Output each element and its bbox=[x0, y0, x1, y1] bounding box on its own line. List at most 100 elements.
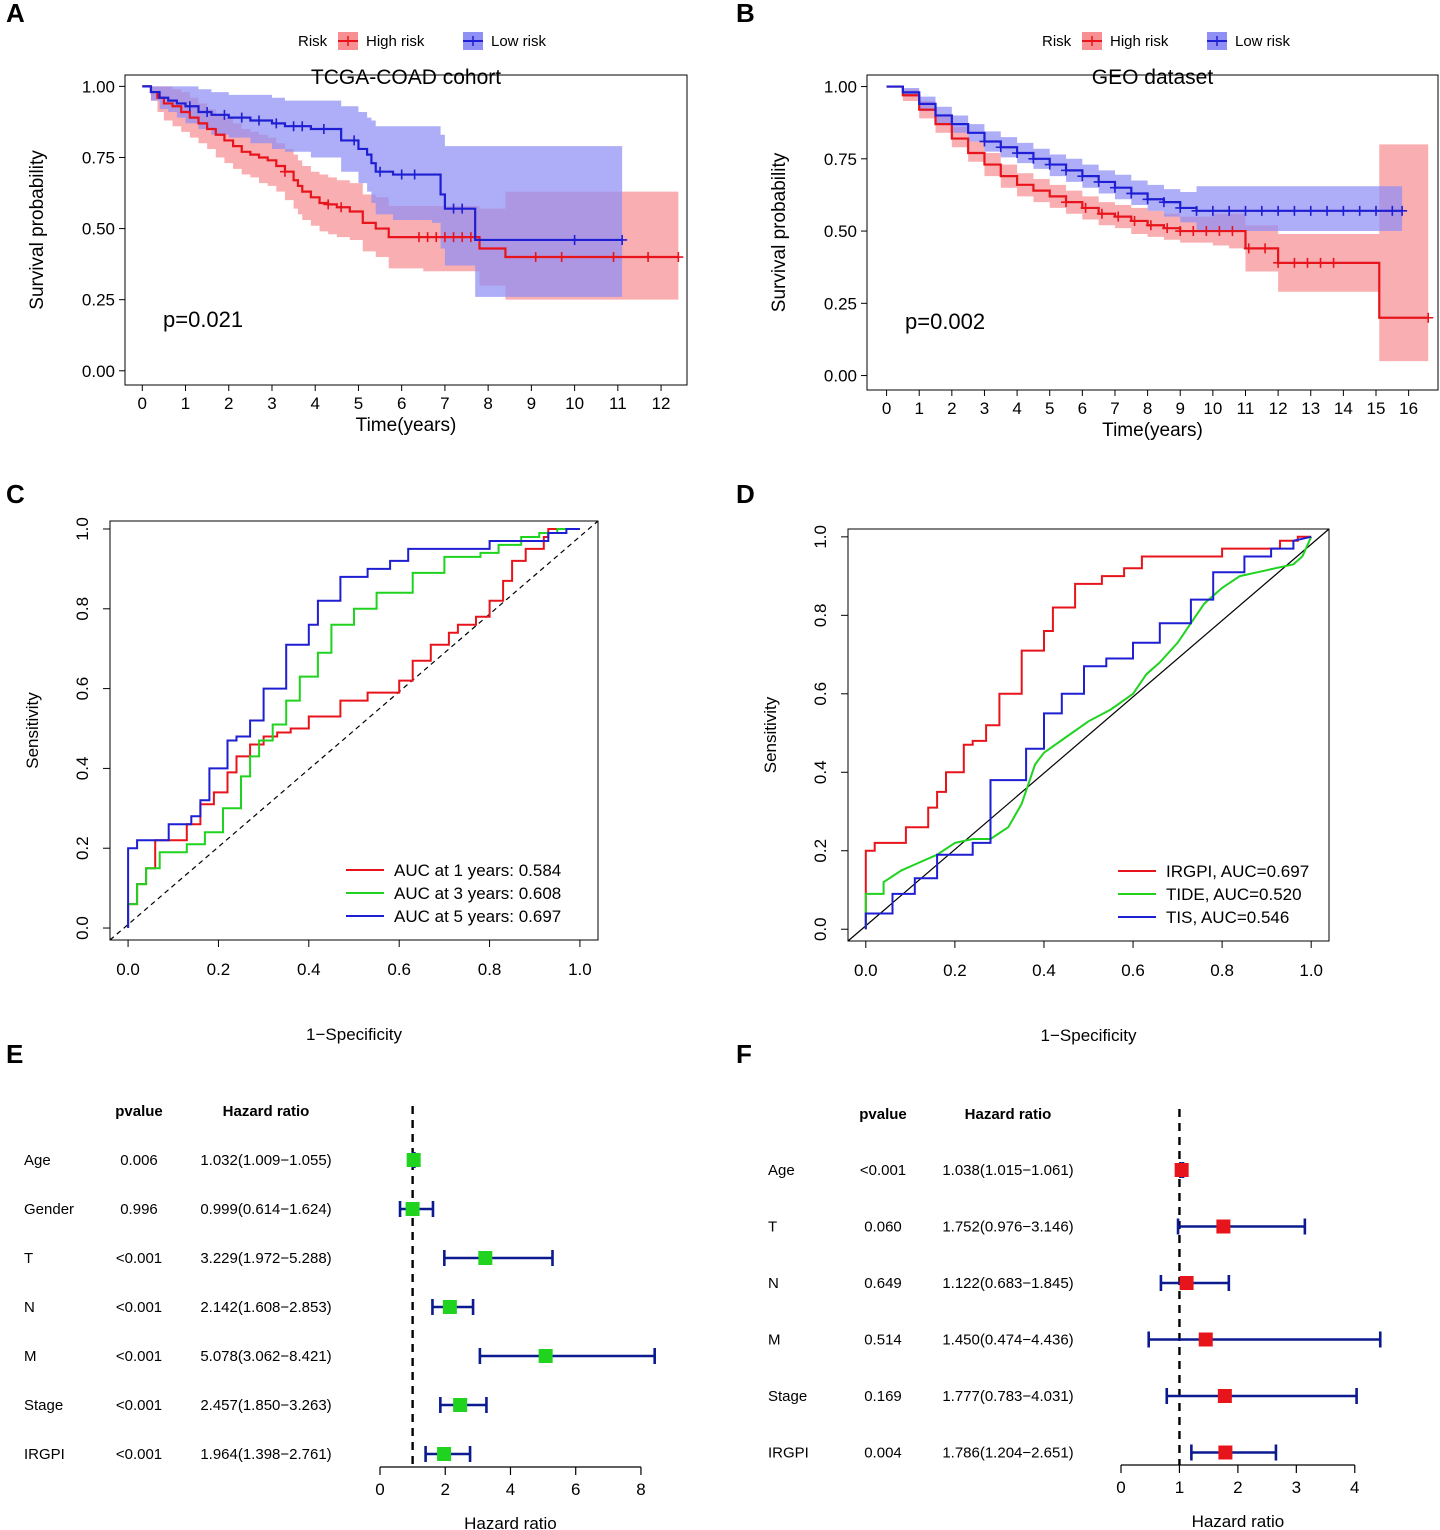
censor-mark bbox=[1077, 171, 1088, 182]
column-header-hazard-ratio: Hazard ratio bbox=[223, 1103, 310, 1120]
reference-diagonal bbox=[109, 520, 599, 941]
y-axis-label: Sensitivity bbox=[761, 696, 780, 773]
row-label: Age bbox=[24, 1152, 51, 1169]
row-hazard-ratio: 1.777(0.783−4.031) bbox=[942, 1388, 1073, 1405]
plot-frame bbox=[109, 520, 599, 941]
row-pvalue: <0.001 bbox=[116, 1446, 162, 1463]
censor-mark bbox=[673, 252, 684, 263]
x-tick-label: 0 bbox=[882, 399, 891, 418]
column-header-pvalue: pvalue bbox=[115, 1103, 163, 1120]
x-tick-label: 0.0 bbox=[116, 960, 140, 979]
forest-row: N <0.001 2.142(1.608−2.853) bbox=[24, 1299, 475, 1316]
x-tick-label: 9 bbox=[1175, 399, 1184, 418]
ci-band-low-risk bbox=[886, 86, 1403, 232]
censor-mark bbox=[1214, 226, 1225, 237]
y-tick-label: 0.00 bbox=[824, 367, 857, 386]
row-pvalue: <0.001 bbox=[116, 1250, 162, 1267]
censor-mark bbox=[349, 135, 360, 146]
hr-marker bbox=[453, 1398, 468, 1412]
x-tick-label: 6 bbox=[1078, 399, 1087, 418]
y-tick-label: 1.00 bbox=[824, 78, 857, 97]
censor-mark bbox=[219, 109, 230, 120]
x-tick-label: 3 bbox=[1292, 1478, 1301, 1497]
forest-row: N 0.649 1.122(0.683−1.845) bbox=[768, 1275, 1231, 1292]
reference-diagonal bbox=[847, 528, 1330, 942]
legend-title: Risk bbox=[1042, 33, 1072, 50]
x-tick-label: 13 bbox=[1301, 399, 1320, 418]
hr-marker bbox=[406, 1153, 421, 1167]
censor-mark bbox=[608, 252, 619, 263]
row-hazard-ratio: 1.964(1.398−2.761) bbox=[200, 1446, 331, 1463]
censor-mark bbox=[556, 252, 567, 263]
x-tick-label: 0.8 bbox=[1210, 961, 1234, 980]
plot-frame bbox=[124, 74, 688, 386]
km-legend: Risk High risk Low risk bbox=[1042, 32, 1291, 50]
hr-marker bbox=[1179, 1276, 1194, 1290]
censor-mark bbox=[1188, 226, 1199, 237]
row-pvalue: 0.649 bbox=[864, 1275, 902, 1292]
chart-title: TCGA-COAD cohort bbox=[311, 66, 501, 89]
censor-mark bbox=[409, 169, 420, 180]
chart-title: GEO dataset bbox=[1092, 66, 1214, 89]
censor-mark bbox=[1227, 226, 1238, 237]
y-tick-label: 0.4 bbox=[811, 760, 830, 784]
censor-mark bbox=[1397, 205, 1408, 216]
legend-entry-blue: TIS, AUC=0.546 bbox=[1166, 908, 1289, 927]
x-tick-label: 0.2 bbox=[207, 960, 231, 979]
censor-mark bbox=[1338, 205, 1349, 216]
legend-entry-low: Low risk bbox=[1235, 33, 1291, 50]
x-tick-label: 15 bbox=[1367, 399, 1386, 418]
censor-mark bbox=[1387, 205, 1398, 216]
x-tick-label: 4 bbox=[506, 1480, 515, 1499]
row-hazard-ratio: 1.032(1.009−1.055) bbox=[200, 1152, 331, 1169]
x-tick-label: 0.4 bbox=[1032, 961, 1056, 980]
y-tick-label: 0.25 bbox=[82, 291, 115, 310]
x-tick-label: 11 bbox=[609, 394, 627, 413]
censor-mark bbox=[1315, 257, 1326, 268]
row-pvalue: <0.001 bbox=[116, 1348, 162, 1365]
censor-mark bbox=[1162, 223, 1173, 234]
x-tick-label: 0.2 bbox=[943, 961, 967, 980]
roc-curve-green bbox=[864, 536, 1313, 930]
censor-mark bbox=[1145, 220, 1156, 231]
row-pvalue: 0.514 bbox=[864, 1332, 902, 1349]
hr-marker bbox=[478, 1251, 493, 1265]
x-tick-label: 0.0 bbox=[854, 961, 878, 980]
censor-mark bbox=[995, 142, 1006, 153]
censor-mark bbox=[288, 121, 299, 132]
row-hazard-ratio: 1.450(0.474−4.436) bbox=[942, 1332, 1073, 1349]
legend-entry-blue: AUC at 5 years: 0.697 bbox=[394, 907, 561, 926]
censor-mark bbox=[1191, 205, 1202, 216]
y-tick-label: 0.6 bbox=[811, 682, 830, 706]
hr-marker bbox=[437, 1447, 452, 1461]
panel-label-f: F bbox=[736, 1039, 752, 1069]
hr-marker bbox=[1216, 1219, 1231, 1234]
legend-entry-green: TIDE, AUC=0.520 bbox=[1166, 885, 1302, 904]
x-tick-label: 8 bbox=[483, 394, 492, 413]
forest-row: IRGPI <0.001 1.964(1.398−2.761) bbox=[24, 1446, 472, 1463]
x-tick-label: 10 bbox=[565, 394, 584, 413]
roc-curve-red bbox=[864, 535, 1312, 930]
censor-mark bbox=[1126, 188, 1137, 199]
censor-mark bbox=[1142, 194, 1153, 205]
censor-mark bbox=[1175, 202, 1186, 213]
x-axis-label: Hazard ratio bbox=[1192, 1512, 1285, 1530]
row-pvalue: 0.169 bbox=[864, 1388, 902, 1405]
column-header-hazard-ratio: Hazard ratio bbox=[965, 1106, 1052, 1123]
censor-mark bbox=[1201, 226, 1212, 237]
x-tick-label: 11 bbox=[1237, 399, 1255, 418]
forest-row: Stage 0.169 1.777(0.783−4.031) bbox=[768, 1388, 1358, 1405]
panel-label-a: A bbox=[6, 0, 25, 28]
censor-mark bbox=[1302, 257, 1313, 268]
y-axis-label: Survival probability bbox=[27, 150, 48, 310]
row-hazard-ratio: 1.786(1.204−2.651) bbox=[942, 1445, 1073, 1462]
roc-curve-blue bbox=[864, 535, 1312, 930]
censor-mark bbox=[1061, 197, 1072, 208]
censor-mark bbox=[1028, 153, 1039, 164]
censor-mark bbox=[318, 124, 329, 135]
x-tick-label: 2 bbox=[1233, 1478, 1242, 1497]
roc-legend: AUC at 1 years: 0.584 AUC at 3 years: 0.6… bbox=[340, 858, 588, 934]
p-value-annotation: p=0.021 bbox=[163, 307, 243, 332]
